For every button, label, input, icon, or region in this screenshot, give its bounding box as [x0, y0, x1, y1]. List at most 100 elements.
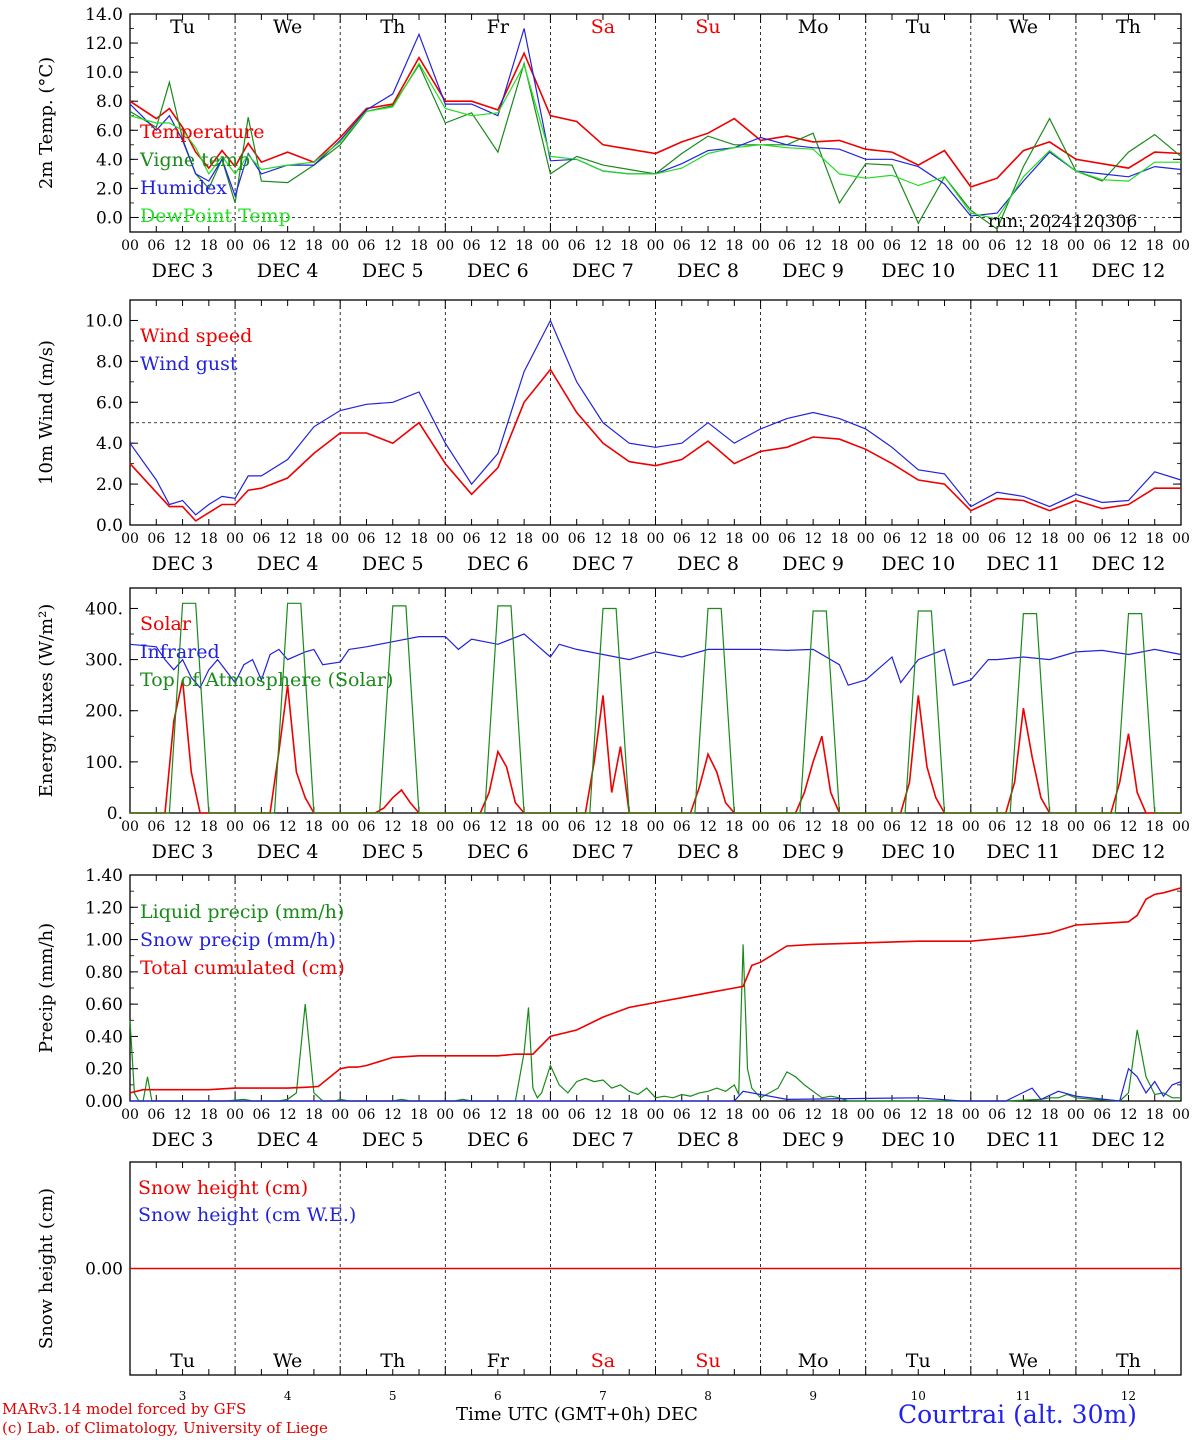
series-line-wind-gust — [129, 319, 1182, 516]
y-tick-label: 0.00 — [85, 1092, 123, 1112]
hour-tick-label: 06 — [1093, 1107, 1111, 1123]
hour-tick-label: 18 — [200, 819, 218, 835]
date-label: DEC 11 — [986, 553, 1060, 575]
hour-tick-label: 12 — [1014, 1107, 1032, 1123]
hour-tick-label: 12 — [1014, 819, 1032, 835]
hour-tick-label: 18 — [410, 819, 428, 835]
weekday-label: Fr — [487, 1350, 510, 1372]
y-tick-label: 10.0 — [85, 63, 123, 83]
series-line-snow-precip-mm-h — [130, 1067, 1182, 1102]
hour-tick-label: 00 — [121, 1107, 139, 1123]
hour-tick-label: 18 — [515, 531, 533, 547]
y-tick-label: 100. — [85, 753, 123, 773]
hour-tick-label: 18 — [410, 238, 428, 254]
hour-tick-label: 18 — [410, 1107, 428, 1123]
date-label: DEC 5 — [362, 553, 424, 575]
date-label: DEC 11 — [986, 260, 1060, 282]
hour-tick-label: 12 — [594, 1107, 612, 1123]
date-label: DEC 12 — [1092, 553, 1166, 575]
date-label: DEC 8 — [677, 260, 739, 282]
hour-tick-label: 00 — [226, 819, 244, 835]
hour-tick-label: 18 — [1041, 1107, 1059, 1123]
hour-tick-label: 00 — [436, 1107, 454, 1123]
hour-tick-label: 00 — [226, 531, 244, 547]
legend-entry: Infrared — [140, 641, 220, 663]
hour-tick-label: 06 — [568, 531, 586, 547]
hour-tick-label: 18 — [305, 238, 323, 254]
series-line-total-cumulated-cm — [129, 887, 1182, 1094]
weekday-label: Sa — [591, 1350, 615, 1372]
hour-tick-label: 12 — [279, 1107, 297, 1123]
day-number-label: 10 — [911, 1389, 926, 1403]
hour-tick-label: 06 — [358, 238, 376, 254]
hour-tick-label: 18 — [1041, 531, 1059, 547]
hour-tick-label: 06 — [988, 1107, 1006, 1123]
hour-tick-label: 12 — [699, 819, 717, 835]
hour-tick-label: 12 — [909, 531, 927, 547]
hour-tick-label: 06 — [883, 531, 901, 547]
station-label: Courtrai (alt. 30m) — [898, 1400, 1137, 1429]
hour-tick-label: 18 — [831, 1107, 849, 1123]
hour-tick-label: 18 — [200, 1107, 218, 1123]
hour-tick-label: 00 — [121, 819, 139, 835]
weekday-label: Mo — [798, 16, 829, 38]
hour-tick-label: 12 — [384, 238, 402, 254]
hour-tick-label: 00 — [857, 819, 875, 835]
weekday-label: Th — [380, 16, 405, 38]
hour-tick-label: 06 — [568, 1107, 586, 1123]
hour-tick-label: 18 — [305, 1107, 323, 1123]
hour-tick-label: 06 — [358, 1107, 376, 1123]
hour-tick-label: 06 — [463, 819, 481, 835]
date-label: DEC 5 — [362, 841, 424, 863]
hour-tick-label: 00 — [752, 531, 770, 547]
hour-tick-label: 00 — [331, 238, 349, 254]
series-line-temperature — [129, 51, 1182, 188]
hour-tick-label: 12 — [1014, 531, 1032, 547]
hour-tick-label: 18 — [936, 819, 954, 835]
y-tick-label: 1.00 — [85, 931, 123, 951]
hour-tick-label: 12 — [174, 238, 192, 254]
y-axis-label: Precip (mm/h) — [36, 923, 57, 1053]
hour-tick-label: 06 — [252, 238, 270, 254]
panel-frame-wind — [129, 299, 1182, 526]
day-number-label: 5 — [389, 1389, 397, 1403]
hour-tick-label: 12 — [384, 819, 402, 835]
hour-tick-label: 12 — [489, 1107, 507, 1123]
hour-tick-label: 18 — [1146, 819, 1164, 835]
date-label: DEC 7 — [572, 1129, 634, 1151]
day-number-label: 8 — [704, 1389, 712, 1403]
hour-tick-label: 06 — [673, 238, 691, 254]
hour-tick-label: 00 — [1172, 1107, 1190, 1123]
hour-tick-label: 00 — [752, 238, 770, 254]
weekday-label: We — [1009, 1350, 1038, 1372]
hour-tick-label: 00 — [1067, 1107, 1085, 1123]
date-label: DEC 5 — [362, 260, 424, 282]
day-number-label: 11 — [1016, 1389, 1031, 1403]
date-label: DEC 3 — [152, 1129, 214, 1151]
legend-entry: Snow precip (mm/h) — [140, 929, 336, 951]
weekday-label: Th — [1116, 1350, 1141, 1372]
hour-tick-label: 12 — [699, 1107, 717, 1123]
date-label: DEC 3 — [152, 553, 214, 575]
hour-tick-label: 12 — [699, 238, 717, 254]
hour-tick-label: 00 — [1172, 238, 1190, 254]
hour-tick-label: 12 — [594, 531, 612, 547]
y-tick-label: 12.0 — [85, 34, 123, 54]
legend-entry: Wind gust — [140, 353, 238, 375]
y-tick-label: 10.0 — [85, 311, 123, 331]
date-label: DEC 7 — [572, 260, 634, 282]
hour-tick-label: 18 — [1146, 238, 1164, 254]
date-label: DEC 6 — [467, 1129, 529, 1151]
y-tick-label: 6.0 — [96, 393, 123, 413]
weekday-label: Su — [695, 16, 720, 38]
y-tick-label: 1.40 — [85, 866, 123, 886]
hour-tick-label: 00 — [331, 531, 349, 547]
hour-tick-label: 06 — [673, 819, 691, 835]
y-tick-label: 300. — [85, 651, 123, 671]
hour-tick-label: 18 — [515, 238, 533, 254]
y-tick-label: 0.40 — [85, 1027, 123, 1047]
hour-tick-label: 18 — [936, 531, 954, 547]
date-label: DEC 8 — [677, 553, 739, 575]
hour-tick-label: 18 — [1146, 531, 1164, 547]
